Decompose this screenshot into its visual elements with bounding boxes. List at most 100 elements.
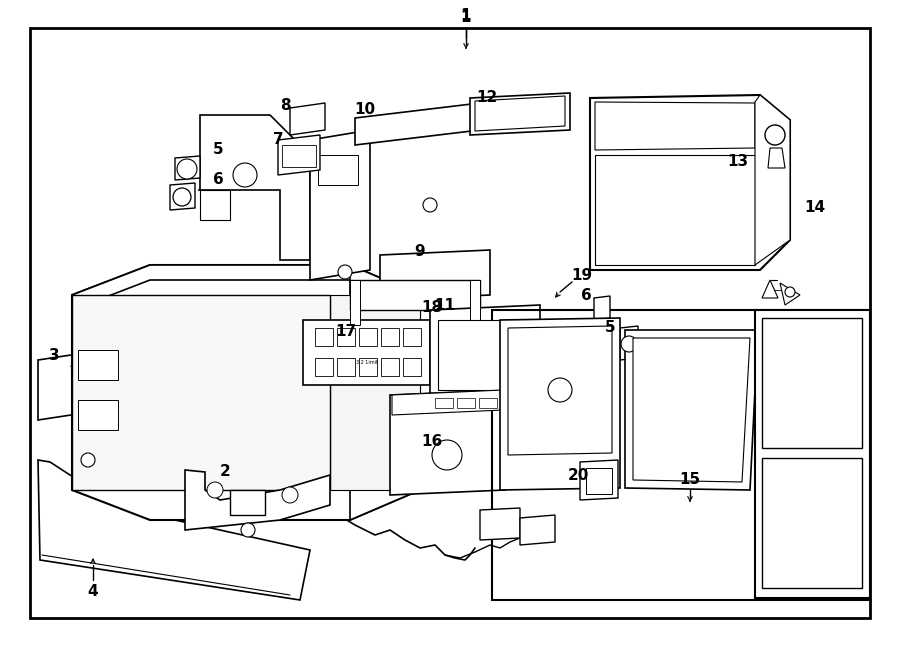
Text: 6: 6 [580, 288, 591, 303]
Polygon shape [780, 283, 800, 305]
Polygon shape [625, 330, 758, 490]
Polygon shape [768, 148, 785, 168]
Bar [457, 398, 475, 408]
Text: 3: 3 [49, 348, 59, 362]
Polygon shape [380, 250, 490, 300]
Bar [381, 358, 399, 376]
Text: 7: 7 [273, 132, 284, 147]
Circle shape [173, 188, 191, 206]
Text: 6: 6 [212, 173, 223, 188]
Polygon shape [540, 328, 580, 390]
Bar [282, 145, 316, 167]
Bar [78, 400, 118, 430]
Polygon shape [170, 183, 195, 210]
Polygon shape [480, 508, 520, 540]
Circle shape [621, 336, 637, 352]
Bar [586, 468, 612, 494]
Text: 11: 11 [435, 299, 455, 313]
Polygon shape [350, 265, 420, 520]
Polygon shape [278, 135, 320, 175]
Bar [492, 310, 870, 600]
Polygon shape [230, 490, 265, 515]
Polygon shape [762, 280, 778, 298]
Polygon shape [310, 130, 370, 280]
Bar [501, 398, 519, 408]
Polygon shape [475, 96, 565, 131]
Text: 9: 9 [415, 245, 426, 260]
Polygon shape [430, 305, 540, 410]
Bar [359, 358, 377, 376]
Polygon shape [633, 338, 750, 482]
Polygon shape [520, 515, 555, 545]
Polygon shape [350, 280, 360, 325]
Circle shape [233, 163, 257, 187]
Bar [315, 328, 333, 346]
Circle shape [432, 440, 462, 470]
Text: 15: 15 [680, 473, 700, 488]
Polygon shape [330, 295, 420, 490]
Text: 5: 5 [605, 321, 616, 336]
Circle shape [785, 287, 795, 297]
Text: 13: 13 [727, 155, 749, 169]
Polygon shape [200, 190, 230, 220]
Polygon shape [290, 103, 325, 135]
Polygon shape [392, 390, 503, 415]
Bar [381, 328, 399, 346]
Polygon shape [755, 95, 790, 265]
Bar [403, 358, 421, 376]
Polygon shape [175, 156, 200, 180]
Text: 18: 18 [421, 301, 443, 315]
Text: 5: 5 [212, 143, 223, 157]
Circle shape [282, 487, 298, 503]
Polygon shape [470, 280, 480, 325]
Polygon shape [303, 320, 430, 385]
Polygon shape [470, 93, 570, 135]
Polygon shape [38, 460, 310, 600]
Text: 12: 12 [476, 91, 498, 106]
Polygon shape [762, 458, 862, 588]
Polygon shape [72, 265, 420, 310]
Text: 19: 19 [572, 268, 592, 284]
Text: 17: 17 [336, 325, 356, 340]
Polygon shape [200, 115, 310, 260]
Circle shape [207, 482, 223, 498]
Circle shape [338, 265, 352, 279]
Bar [318, 155, 358, 185]
Bar [30, 28, 870, 618]
Bar [435, 398, 453, 408]
Bar [479, 398, 497, 408]
Bar [523, 398, 541, 408]
Polygon shape [508, 326, 612, 455]
Polygon shape [72, 265, 420, 520]
Circle shape [423, 198, 437, 212]
Polygon shape [595, 102, 755, 150]
Circle shape [177, 159, 197, 179]
Circle shape [765, 125, 785, 145]
Polygon shape [500, 318, 620, 490]
Text: 10: 10 [355, 102, 375, 118]
Bar [403, 328, 421, 346]
Bar [337, 328, 355, 346]
Circle shape [241, 523, 255, 537]
Polygon shape [762, 318, 862, 448]
Text: 8: 8 [280, 98, 291, 112]
Polygon shape [620, 326, 638, 360]
Polygon shape [185, 470, 330, 530]
Circle shape [548, 378, 572, 402]
Text: 2: 2 [220, 465, 230, 479]
Polygon shape [38, 340, 170, 420]
Bar [544, 338, 574, 383]
Text: 3 2 1imit: 3 2 1imit [356, 360, 378, 364]
Bar [337, 358, 355, 376]
Bar [315, 358, 333, 376]
Polygon shape [72, 295, 330, 490]
Polygon shape [590, 95, 790, 270]
Text: 1: 1 [461, 7, 472, 22]
Text: 20: 20 [567, 467, 589, 483]
Polygon shape [390, 390, 505, 495]
Circle shape [81, 453, 95, 467]
Polygon shape [594, 296, 610, 320]
Text: 16: 16 [421, 434, 443, 449]
Polygon shape [355, 103, 480, 145]
Bar [438, 320, 528, 390]
